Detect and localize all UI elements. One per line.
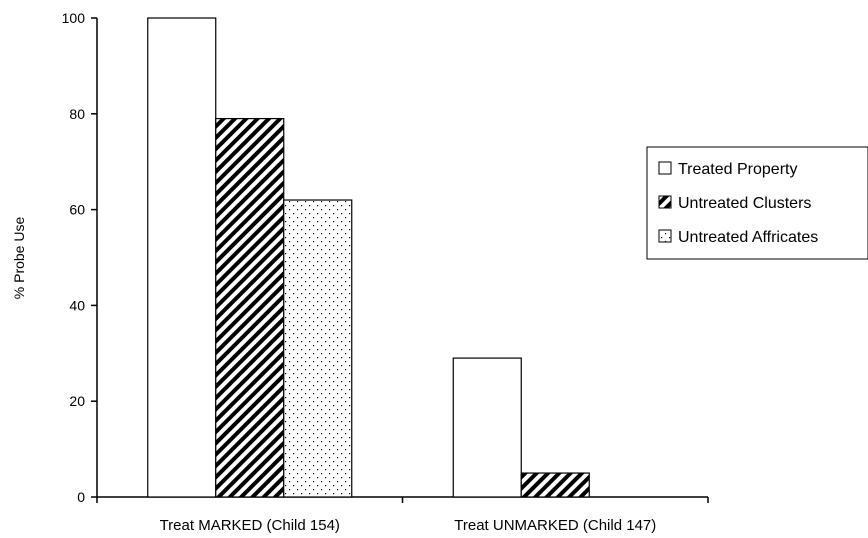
legend-swatch (658, 229, 672, 243)
legend-label: Treated Property (678, 161, 797, 178)
y-tick-label: 80 (69, 106, 85, 122)
y-tick-label: 40 (69, 297, 85, 313)
x-category-label: Treat MARKED (Child 154) (160, 517, 340, 534)
bar-untreated-affricates (283, 199, 353, 498)
y-tick-label: 100 (62, 10, 86, 26)
legend-box (646, 146, 868, 260)
bar-treated-property (147, 17, 217, 498)
bar-untreated-clusters (215, 117, 285, 498)
x-ticks (96, 497, 709, 503)
legend-swatch (658, 195, 672, 209)
legend-swatch (658, 161, 672, 175)
legend-label: Untreated Affricates (678, 229, 818, 246)
bar-untreated-clusters (520, 472, 590, 498)
y-ticks: 0 20 40 60 80 100 (62, 10, 97, 505)
legend: Treated Property Untreated Clusters Untrea… (646, 146, 868, 260)
x-category-labels: Treat MARKED (Child 154) Treat UNMARKED (… (160, 517, 657, 534)
y-tick-label: 20 (69, 393, 85, 409)
y-tick-label: 0 (77, 489, 85, 505)
x-category-label: Treat UNMARKED (Child 147) (454, 517, 656, 534)
y-tick-label: 60 (69, 202, 85, 218)
bar-treated-property (452, 357, 522, 498)
legend-label: Untreated Clusters (678, 195, 811, 212)
y-axis-label: % Probe Use (11, 217, 27, 300)
bars (147, 17, 590, 498)
